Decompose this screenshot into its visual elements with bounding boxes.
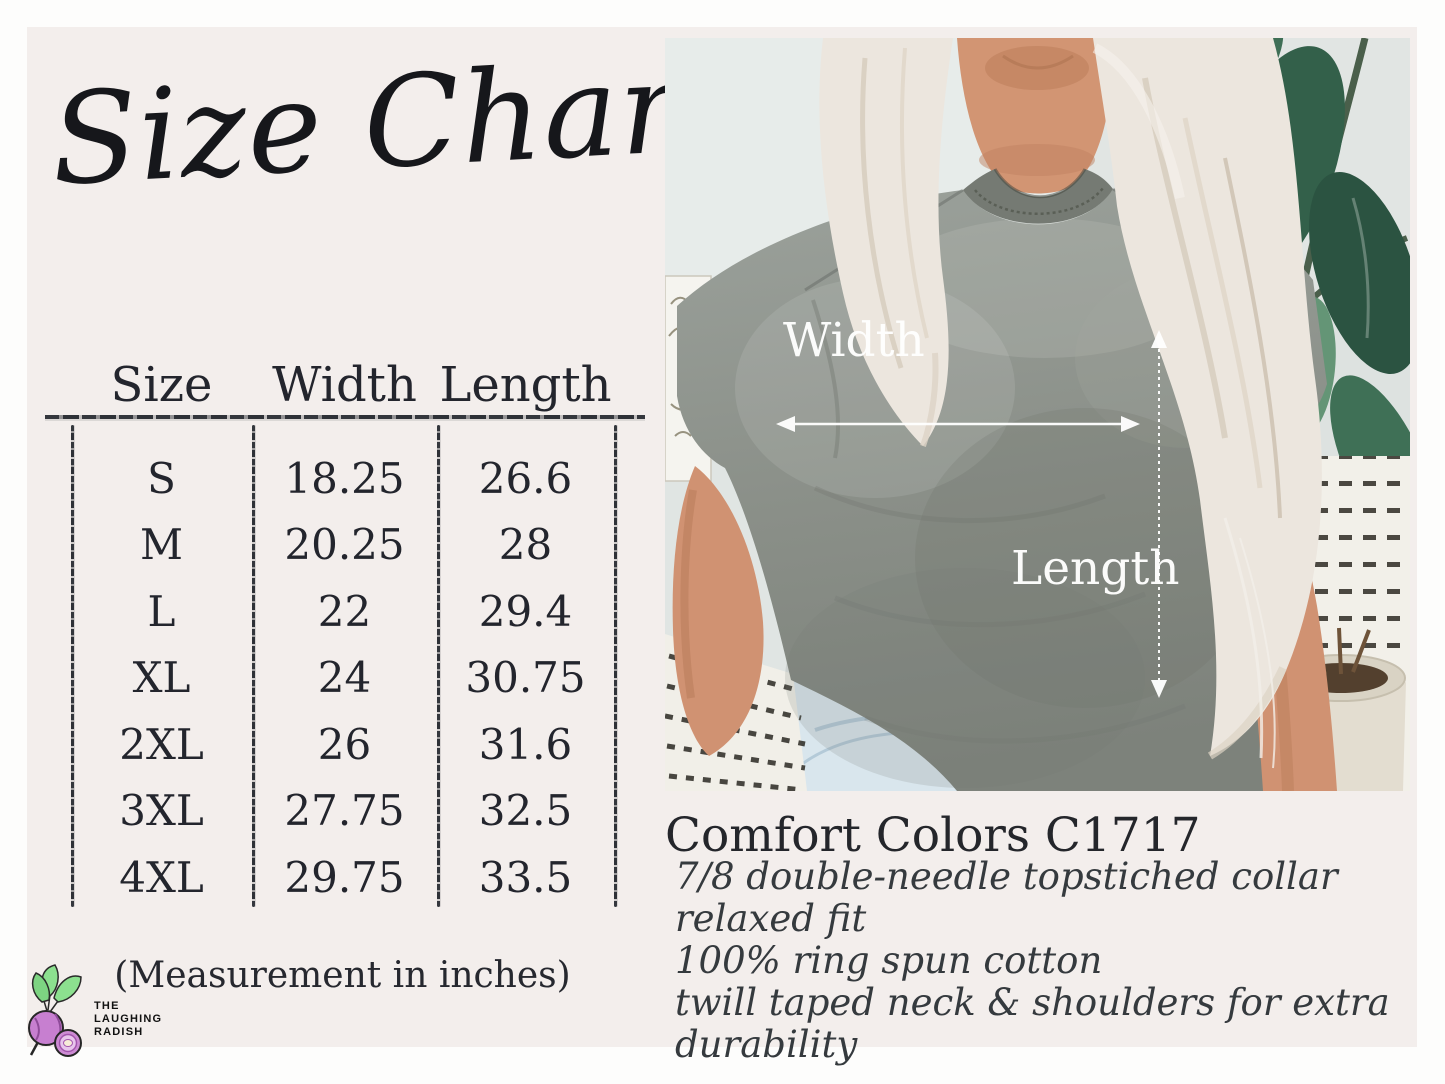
feature-item: 7/8 double-needle topstiched collar	[675, 855, 1338, 898]
cell-size: 4XL	[119, 852, 204, 902]
table-header-rule	[45, 415, 645, 419]
feature-item: relaxed fit	[675, 897, 867, 940]
width-label: Width	[783, 313, 925, 368]
cell-width: 27.75	[284, 786, 405, 836]
cell-size: L	[147, 586, 176, 636]
cell-size: 3XL	[119, 786, 204, 836]
cell-width: 18.25	[284, 453, 405, 503]
product-photo-illustration: Océan	[665, 38, 1410, 791]
page-title: Size Chart	[47, 31, 736, 214]
feature-item: 100% ring spun cotton	[675, 939, 1103, 982]
cell-width: 26	[317, 719, 372, 769]
cell-size: M	[139, 520, 183, 570]
cell-length: 33.5	[478, 852, 573, 902]
neck-skin	[957, 38, 1117, 194]
brand-logo: THE LAUGHING RADISH	[28, 962, 162, 1062]
table-row: S 18.25 26.6	[71, 445, 614, 512]
brand-logo-line: THE	[94, 1000, 120, 1012]
length-label: Length	[1011, 541, 1180, 596]
cell-length: 28	[498, 520, 553, 570]
table-row: 4XL 29.75 33.5	[71, 844, 614, 911]
product-photo: Océan	[665, 38, 1410, 791]
cell-length: 30.75	[465, 653, 586, 703]
cell-length: 32.5	[478, 786, 573, 836]
size-table-body: S 18.25 26.6 M 20.25 28 L 22 29.4 XL 24 …	[71, 445, 614, 911]
product-name: Comfort Colors C1717	[665, 808, 1201, 863]
cell-length: 31.6	[478, 719, 573, 769]
cell-size: XL	[132, 653, 191, 703]
brand-logo-line: RADISH	[94, 1026, 144, 1038]
table-row: L 22 29.4	[71, 578, 614, 645]
cell-width: 29.75	[284, 852, 405, 902]
table-divider-line	[252, 425, 255, 907]
column-header-size: Size	[110, 357, 213, 413]
cell-width: 20.25	[284, 520, 405, 570]
cell-size: 2XL	[119, 719, 204, 769]
radish-icon	[28, 964, 82, 1057]
measurement-note: (Measurement in inches)	[114, 955, 571, 996]
brand-logo-text: THE LAUGHING RADISH	[94, 1000, 162, 1062]
cell-width: 24	[317, 653, 372, 703]
column-header-width: Width	[272, 357, 417, 413]
hair	[819, 38, 1322, 769]
table-divider-line	[71, 425, 74, 907]
brand-logo-line: LAUGHING	[94, 1013, 163, 1025]
length-arrow	[1151, 330, 1167, 698]
cell-width: 22	[317, 586, 372, 636]
table-row: 2XL 26 31.6	[71, 711, 614, 778]
width-arrow	[776, 416, 1140, 432]
table-row: XL 24 30.75	[71, 645, 614, 712]
size-table-header: Size Width Length	[71, 357, 614, 413]
table-row: 3XL 27.75 32.5	[71, 778, 614, 845]
card-background: Size Chart Size Width Length S 18.25 26.…	[27, 27, 1417, 1066]
left-arm-skin	[672, 466, 764, 756]
table-divider-line	[437, 425, 440, 907]
feature-item: twill taped neck & shoulders for extra d…	[675, 981, 1390, 1066]
cell-length: 26.6	[478, 453, 573, 503]
product-features: 7/8 double-needle topstiched collar rela…	[675, 856, 1417, 1066]
table-divider-line	[614, 425, 617, 907]
cell-length: 29.4	[478, 586, 573, 636]
table-row: M 20.25 28	[71, 512, 614, 579]
column-header-length: Length	[439, 357, 612, 413]
cell-size: S	[147, 453, 176, 503]
